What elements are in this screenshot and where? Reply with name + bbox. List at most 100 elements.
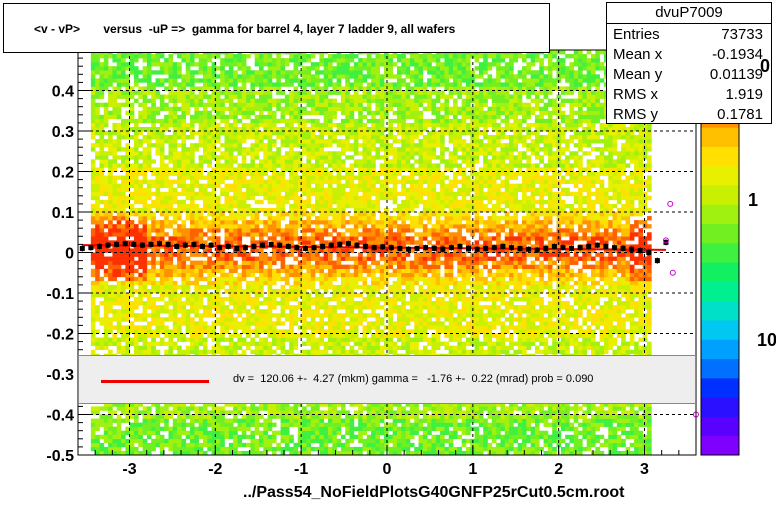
heatmap-cell (116, 207, 122, 213)
heatmap-cell (267, 446, 273, 452)
heatmap-cell (142, 422, 148, 427)
heatmap-cell (289, 284, 294, 290)
heatmap-cell (159, 284, 165, 290)
heatmap-cell (332, 216, 337, 221)
heatmap-cell (146, 272, 152, 278)
heatmap-cell (215, 82, 221, 87)
heatmap-cell (237, 167, 243, 172)
heatmap-cell (95, 203, 100, 209)
heatmap-cell (228, 301, 234, 306)
heatmap-cell (250, 349, 256, 355)
heatmap-cell (99, 450, 105, 456)
heatmap-cell (267, 434, 273, 440)
heatmap-cell (254, 207, 260, 213)
heatmap-cell (90, 220, 96, 225)
heatmap-cell (198, 62, 204, 67)
heatmap-cell (306, 446, 312, 452)
heatmap-cell (190, 446, 195, 452)
heatmap-cell (310, 187, 316, 193)
heatmap-cell (323, 102, 329, 107)
heatmap-cell (323, 82, 329, 87)
heatmap-cell (146, 54, 152, 59)
heatmap-cell (310, 66, 316, 71)
heatmap-cell (267, 151, 273, 156)
heatmap-cell (267, 58, 273, 63)
heatmap-cell (198, 349, 204, 355)
heatmap-cell (246, 179, 251, 184)
heatmap-cell (99, 66, 105, 71)
heatmap-cell (220, 155, 225, 160)
heatmap-cell (306, 438, 312, 444)
heatmap-cell (168, 159, 174, 164)
heatmap-cell (289, 183, 294, 188)
heatmap-cell (259, 228, 264, 233)
heatmap-cell (133, 414, 139, 419)
heatmap-cell (302, 260, 307, 265)
heatmap-cell (224, 175, 230, 180)
heatmap-cell (207, 224, 212, 229)
heatmap-cell (250, 155, 256, 160)
heatmap-cell (129, 175, 135, 180)
heatmap-cell (289, 78, 294, 83)
heatmap-cell (164, 414, 169, 419)
heatmap-cell (293, 232, 299, 237)
heatmap-cell (215, 268, 221, 274)
heatmap-cell (224, 252, 230, 257)
heatmap-cell (207, 309, 212, 314)
heatmap-cell (198, 171, 204, 176)
heatmap-cell (164, 284, 169, 290)
heatmap-cell (103, 118, 109, 124)
heatmap-cell (246, 333, 251, 338)
heatmap-cell (237, 98, 243, 103)
heatmap-cell (207, 260, 212, 265)
heatmap-cell (259, 86, 264, 91)
heatmap-cell (340, 159, 346, 164)
heatmap-cell (90, 288, 96, 294)
heatmap-cell (177, 90, 182, 95)
heatmap-cell (254, 410, 260, 415)
heatmap-cell (211, 139, 217, 144)
heatmap-cell (103, 288, 109, 294)
heatmap-cell (246, 426, 251, 431)
heatmap-cell (306, 309, 312, 314)
heatmap-cell (103, 179, 109, 184)
heatmap-cell (302, 426, 307, 431)
heatmap-cell (172, 446, 178, 452)
heatmap-cell (345, 183, 350, 188)
heatmap-cell (108, 240, 113, 245)
heatmap-cell (129, 313, 135, 318)
heatmap-cell (95, 199, 100, 205)
heatmap-cell (207, 94, 212, 99)
heatmap-cell (151, 345, 156, 350)
heatmap-cell (90, 349, 96, 355)
heatmap-cell (241, 110, 247, 116)
heatmap-cell (116, 143, 122, 148)
heatmap-cell (198, 228, 204, 233)
heatmap-cell (267, 276, 273, 282)
heatmap-cell (95, 216, 100, 221)
heatmap-cell (99, 199, 105, 205)
heatmap-cell (280, 131, 286, 136)
heatmap-cell (263, 430, 268, 436)
heatmap-cell (315, 236, 320, 241)
heatmap-cell (271, 139, 277, 144)
heatmap-cell (340, 94, 346, 99)
heatmap-cell (99, 147, 105, 152)
heatmap-cell (340, 122, 346, 128)
heatmap-cell (297, 240, 303, 245)
heatmap-cell (254, 345, 260, 350)
heatmap-cell (263, 82, 268, 87)
heatmap-cell (259, 422, 264, 427)
heatmap-cell (293, 199, 299, 205)
heatmap-cell (185, 216, 191, 221)
heatmap-cell (254, 232, 260, 237)
heatmap-cell (254, 442, 260, 448)
heatmap-cell (228, 212, 234, 217)
heatmap-cell (259, 94, 264, 99)
heatmap-cell (151, 252, 156, 257)
heatmap-cell (250, 86, 256, 91)
heatmap-cell (198, 236, 204, 241)
heatmap-cell (306, 171, 312, 176)
heatmap-cell (190, 171, 195, 176)
heatmap-cell (310, 118, 316, 124)
